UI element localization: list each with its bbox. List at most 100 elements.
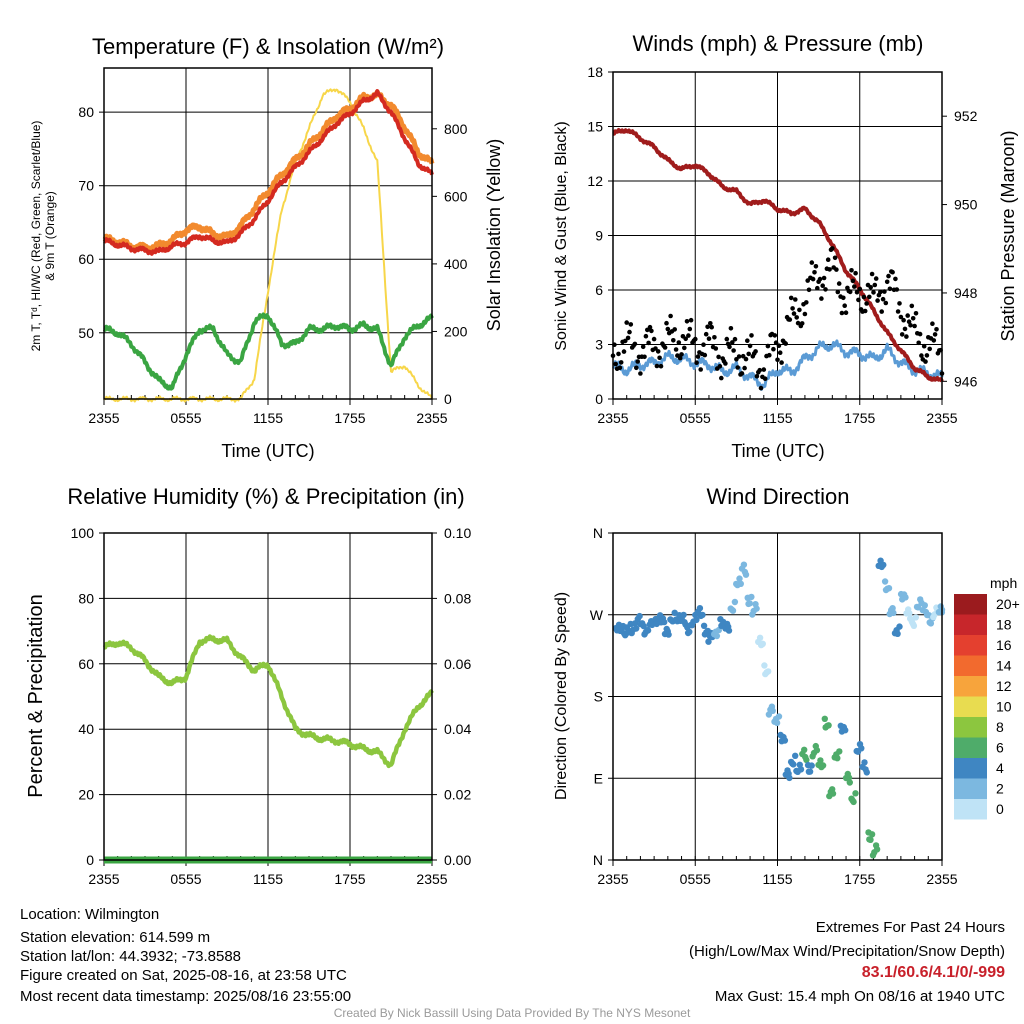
wind-direction-point: [852, 790, 859, 797]
gust-point: [640, 344, 646, 350]
y-right-tick-label: 400: [444, 256, 468, 272]
chart-title: Winds (mph) & Pressure (mb): [633, 31, 924, 56]
gust-point: [712, 335, 717, 340]
wind-direction-point: [742, 571, 750, 578]
gust-point: [731, 348, 736, 353]
gust-point: [835, 289, 841, 295]
gust-point: [823, 287, 828, 292]
legend-label: 18: [996, 617, 1012, 633]
gust-point: [912, 323, 917, 329]
wind-direction-point: [705, 638, 712, 645]
x-tick-label: 0555: [170, 871, 201, 887]
gust-point: [613, 361, 618, 367]
y-tick-label: 9: [595, 228, 603, 244]
wind-direction-point: [786, 774, 793, 782]
x-tick-label: 2355: [88, 871, 119, 887]
gust-point: [841, 295, 846, 301]
gust-point: [745, 338, 750, 344]
wind-direction-point: [803, 756, 810, 764]
legend-label: 8: [996, 719, 1004, 735]
gust-point: [771, 346, 776, 352]
gust-point: [713, 346, 719, 351]
gust-point: [883, 300, 889, 306]
gust-point: [916, 340, 921, 346]
gust-point: [812, 270, 817, 275]
recent-timestamp-text: Most recent data timestamp: 2025/08/16 2…: [20, 988, 352, 1005]
legend-swatch: [954, 655, 987, 676]
wind-direction-point: [633, 625, 640, 632]
wind-direction-point: [748, 593, 755, 601]
wind-direction-point: [736, 575, 743, 582]
wind-direction-point: [912, 614, 919, 621]
y-tick-label: N: [593, 525, 603, 541]
gust-point: [872, 282, 878, 288]
gust-point: [749, 333, 754, 338]
plot-frame: [103, 532, 433, 861]
gust-point: [746, 351, 751, 357]
gust-point: [904, 334, 909, 339]
gust-point: [772, 333, 778, 338]
x-tick-label: 1155: [762, 871, 792, 887]
x-tick-label: 2355: [926, 410, 957, 426]
gust-point: [664, 320, 669, 326]
y-tick-label: 100: [71, 525, 95, 541]
gust-point: [913, 311, 919, 316]
x-tick-label: 2355: [88, 410, 119, 426]
y-tick-label: 80: [78, 590, 94, 606]
legend-label: 2: [996, 781, 1004, 797]
gust-point: [723, 361, 728, 366]
gust-point: [850, 278, 856, 284]
gust-point: [878, 289, 883, 295]
gust-point: [684, 319, 690, 324]
gust-point: [927, 346, 932, 352]
y-tick-label: 0: [86, 852, 94, 868]
gust-point: [897, 301, 902, 306]
sonic-wind-line: [612, 339, 944, 391]
gust-point: [638, 371, 643, 376]
wind-direction-point: [792, 752, 799, 759]
y-axis-label: Direction (Colored By Speed): [553, 592, 570, 800]
gust-point: [655, 349, 661, 354]
gust-point: [898, 314, 904, 320]
wind-direction-point: [906, 610, 913, 617]
gust-point: [820, 283, 825, 289]
gust-point: [708, 321, 713, 326]
gust-point: [662, 345, 668, 350]
wind-direction-point: [825, 722, 832, 729]
gust-point: [895, 309, 901, 314]
gust-point: [795, 320, 801, 326]
gust-point: [777, 350, 783, 356]
wind-direction-point: [665, 631, 672, 638]
x-tick-label: 1755: [334, 410, 365, 426]
gust-point: [676, 340, 682, 345]
plot-frame: [612, 71, 943, 400]
x-tick-label: 1755: [334, 871, 365, 887]
gust-point: [651, 336, 657, 342]
wind-direction-point: [740, 561, 748, 568]
gust-point: [934, 327, 939, 332]
gust-point: [894, 287, 900, 292]
gust-point: [879, 309, 884, 314]
gust-point: [730, 340, 735, 345]
extremes-values: 83.1/60.6/4.1/0/-999: [861, 964, 1005, 981]
y-tick-label: W: [590, 607, 604, 623]
gust-point: [621, 349, 627, 354]
legend-swatch: [954, 758, 987, 779]
gust-point: [693, 336, 698, 342]
gust-point: [854, 289, 860, 295]
x-tick-label: 1155: [253, 871, 283, 887]
y-tick-label: 0: [595, 391, 603, 407]
location-text: Location: Wilmington: [20, 906, 160, 923]
wind-direction-point: [819, 762, 827, 769]
wind-direction-point: [842, 727, 849, 734]
wind-direction-point: [896, 623, 903, 630]
wind-direction-point: [885, 585, 893, 592]
y-right-tick-label: 200: [444, 323, 468, 339]
wind-direction-point: [880, 561, 887, 569]
wind-direction-point: [813, 747, 821, 754]
wind-direction-point: [821, 715, 828, 722]
wind-direction-point: [808, 762, 815, 769]
gust-point: [776, 343, 782, 349]
legend-swatch: [954, 799, 987, 820]
